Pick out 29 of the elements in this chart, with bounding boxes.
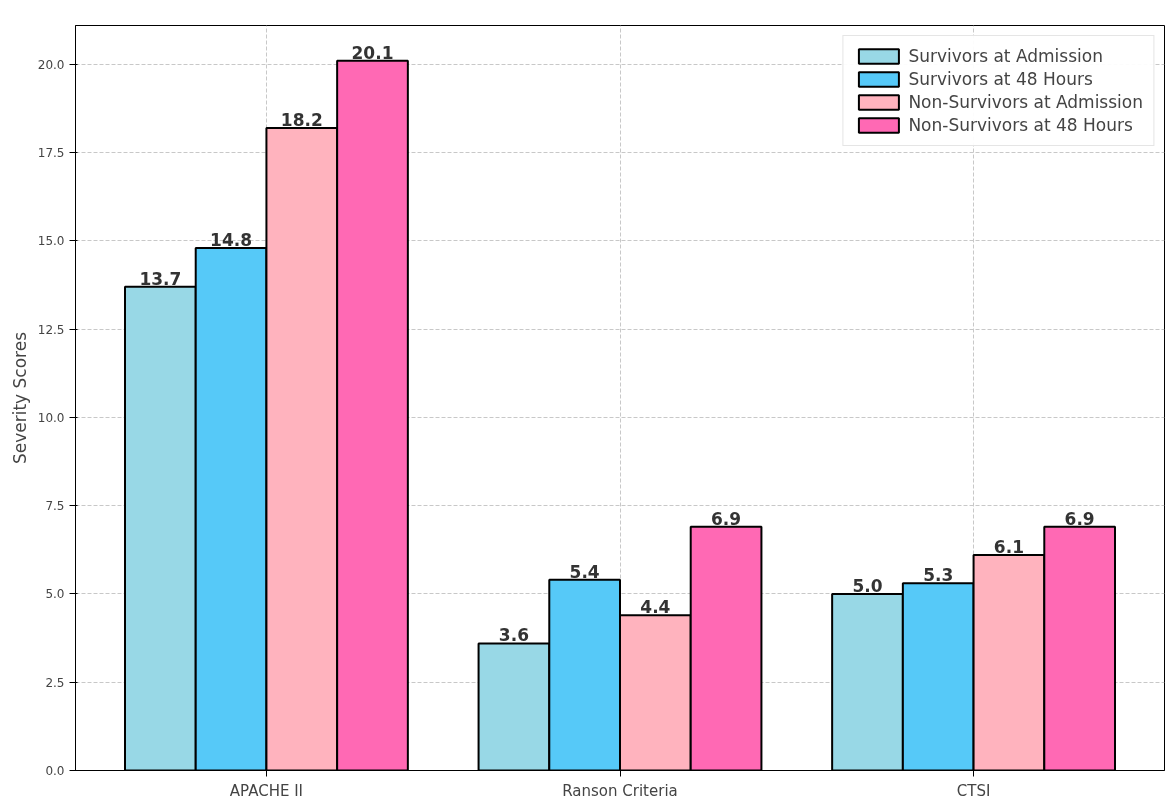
- y-tick-label: 2.5: [45, 675, 65, 690]
- x-tick-label: APACHE II: [229, 781, 304, 800]
- legend-label: Non-Survivors at 48 Hours: [908, 115, 1133, 135]
- y-tick-label: 0.0: [45, 764, 65, 778]
- data-label: 3.6: [498, 625, 529, 646]
- y-tick-label: 5.0: [45, 587, 65, 602]
- data-label: 5.3: [923, 565, 954, 586]
- y-tick-label: 12.5: [37, 322, 65, 337]
- data-label: 14.8: [210, 229, 253, 250]
- x-tick-label: Ranson Criteria: [562, 781, 678, 800]
- data-label: 13.7: [139, 268, 182, 289]
- y-tick-label: 7.5: [45, 499, 65, 514]
- data-label: 6.9: [711, 508, 742, 529]
- data-label: 5.0: [852, 575, 883, 596]
- legend-label: Survivors at Admission: [908, 46, 1103, 66]
- data-label: 6.1: [993, 537, 1024, 558]
- x-tick-label: CTSI: [956, 781, 991, 800]
- legend-label: Non-Survivors at Admission: [908, 92, 1143, 112]
- data-label: 20.1: [351, 42, 394, 63]
- y-tick-label: 17.5: [37, 146, 65, 161]
- data-label: 5.4: [569, 561, 600, 582]
- data-label: 18.2: [280, 109, 323, 130]
- y-tick-label: 10.0: [37, 410, 65, 425]
- y-axis-title: Severity Scores: [9, 331, 30, 465]
- data-label: 4.4: [640, 597, 671, 618]
- data-label: 6.9: [1064, 508, 1095, 529]
- y-tick-label: 20.0: [37, 57, 65, 72]
- legend-label: Survivors at 48 Hours: [908, 69, 1093, 89]
- y-tick-label: 15.0: [37, 234, 65, 249]
